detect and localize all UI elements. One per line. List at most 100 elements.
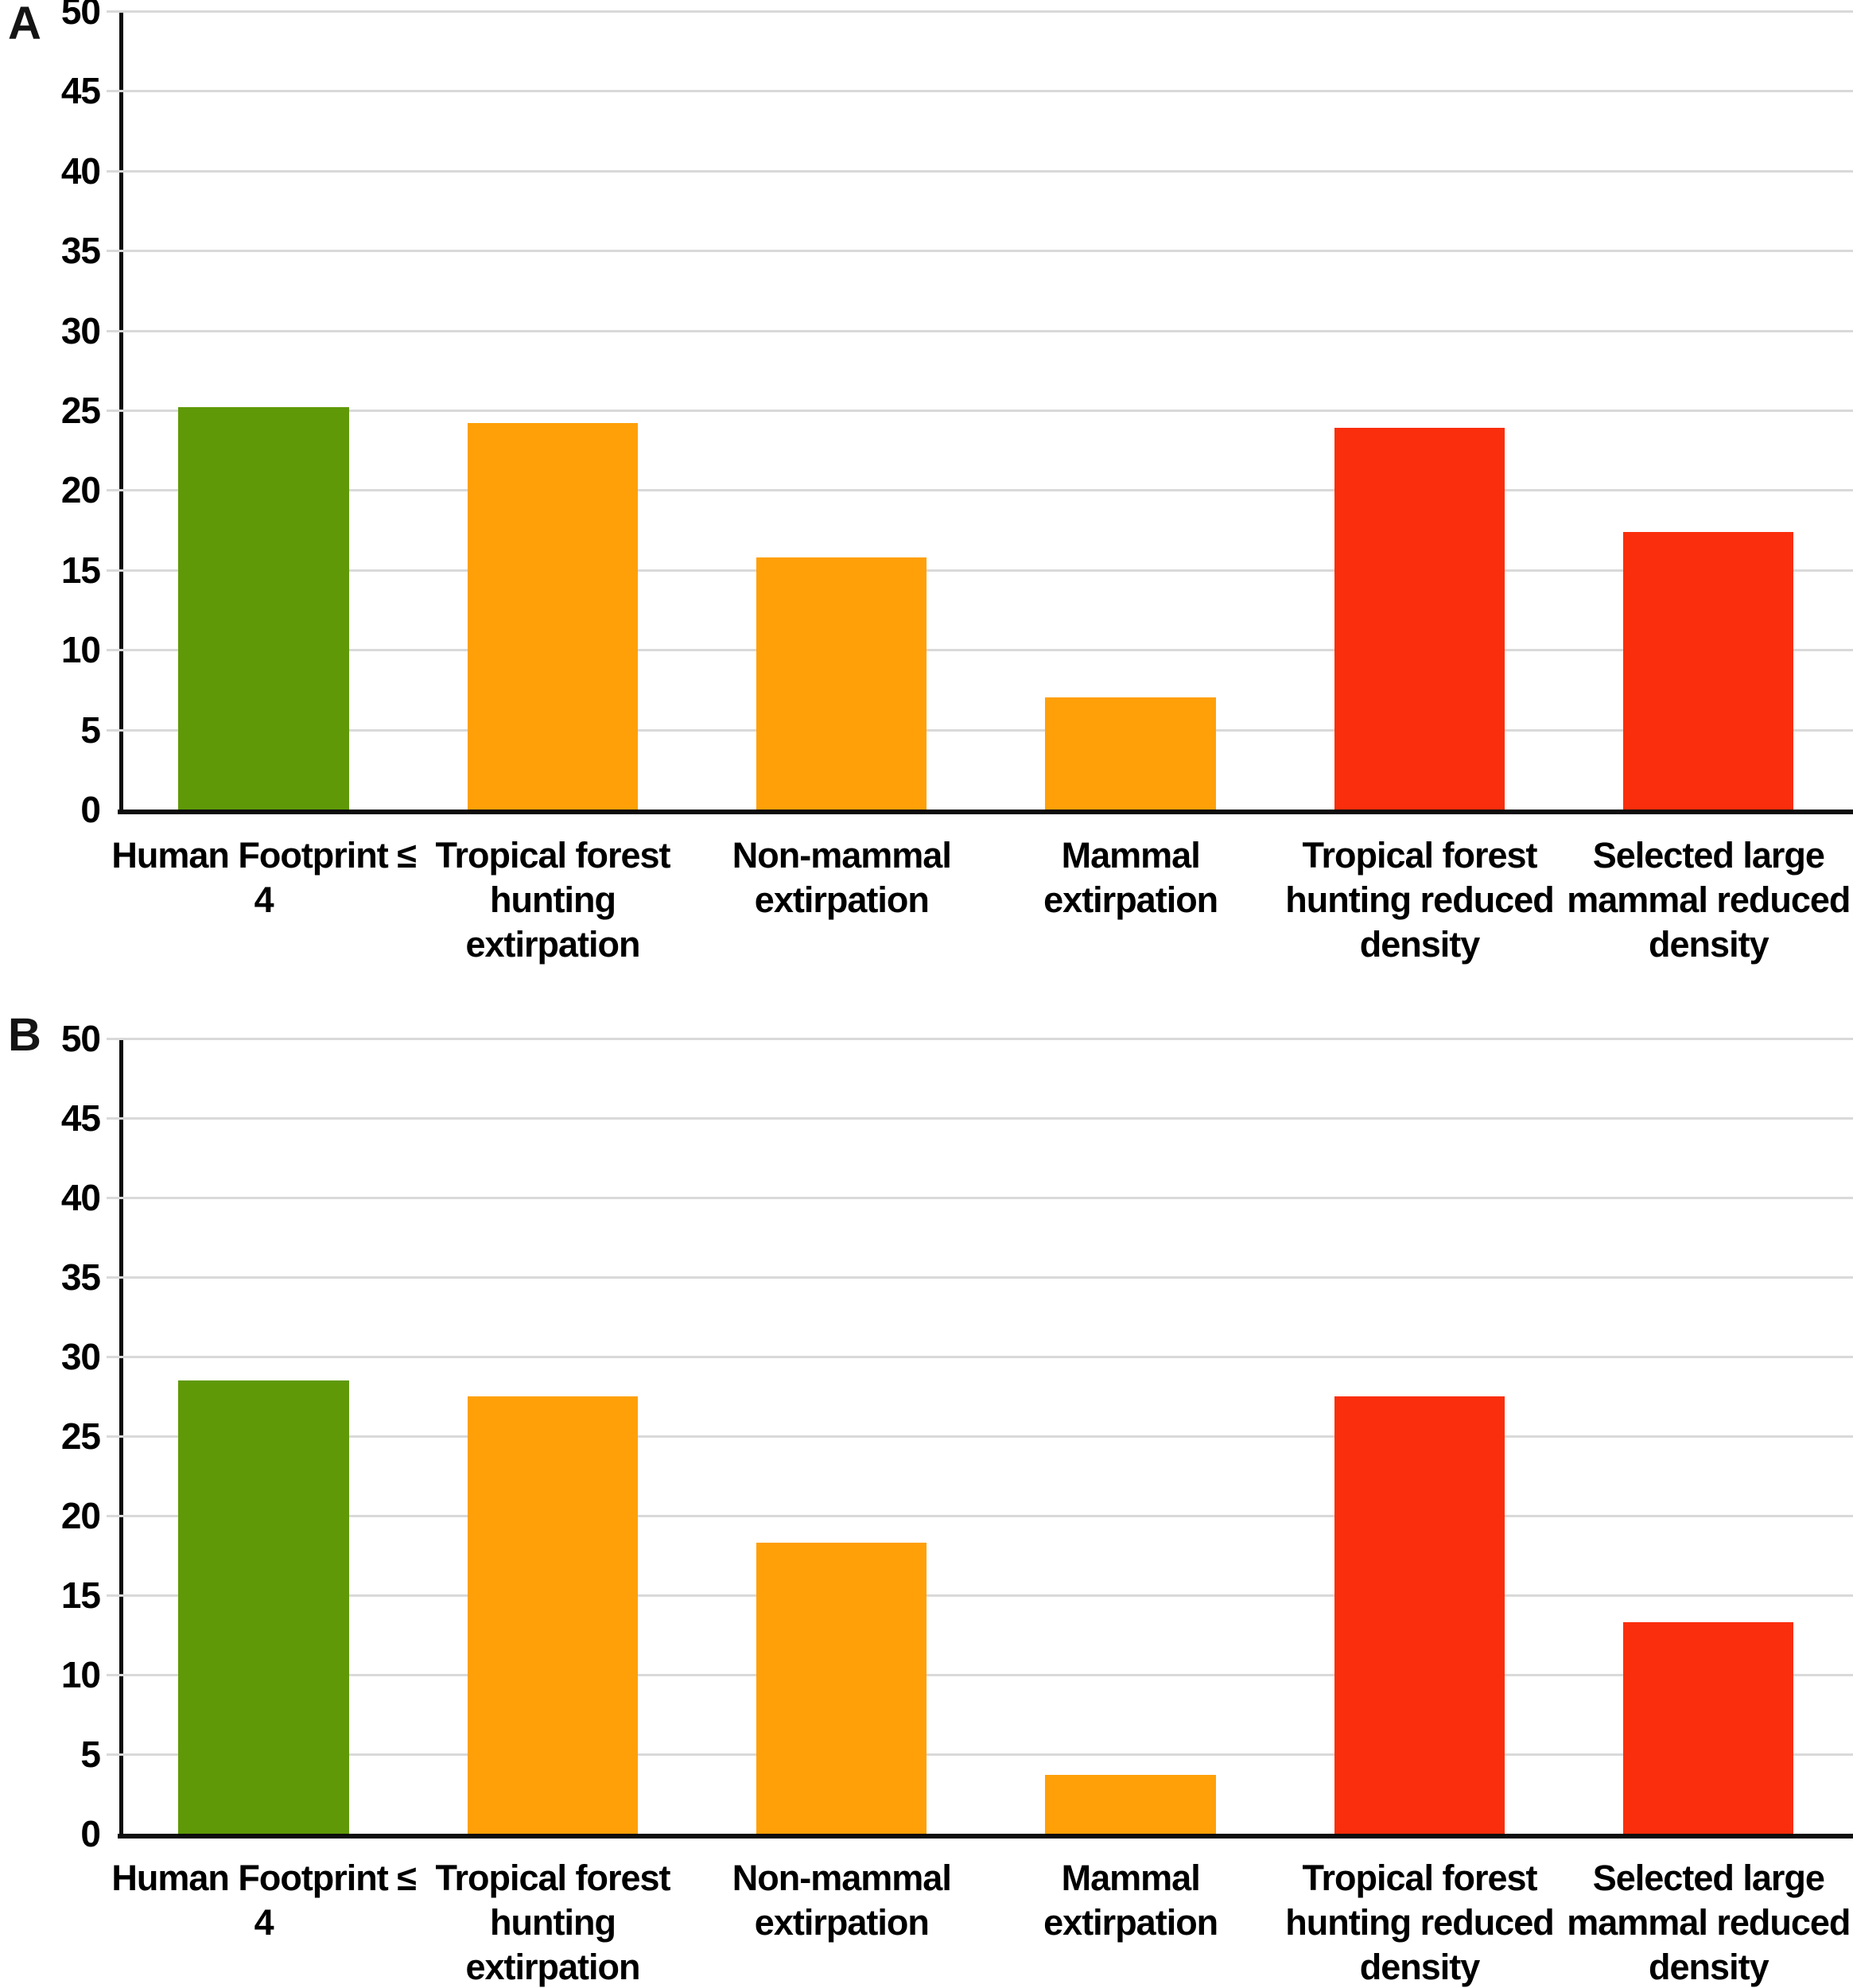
category-label-line: Non-mammal [732,835,952,876]
gridline-y-45 [119,1117,1853,1120]
panel-a-x-axis-line [118,810,1853,814]
gridline-y-30 [119,329,1853,332]
gridline-y-30 [119,1356,1853,1358]
bar-slot-mammal-extirpation [986,1039,1275,1834]
y-tick-label-10: 10 [60,629,101,671]
bar-human-footprint-le-4 [178,406,349,810]
category-label-line: Selected large [1592,835,1825,876]
category-label-human-footprint-le-4: Human Footprint ≤4 [111,1856,417,1945]
y-tick-label-45: 45 [60,1097,101,1139]
y-tick-label-35: 35 [60,230,101,272]
category-label-tropical-forest-hunting-extirpation: Tropical forest hunting extirpation [408,833,697,967]
panel-b-plot-area [107,1038,1853,1839]
y-tick-mark-40 [107,1197,119,1199]
bar-slot-non-mammal-extirpation [697,1039,986,1834]
y-tick-mark-20 [107,489,119,492]
y-tick-mark-10 [107,649,119,652]
bar-mammal-extirpation [1045,1775,1216,1834]
bar-slot-tropical-forest-hunting-extirpation [408,11,697,810]
y-tick-mark-5 [107,1753,119,1756]
category-label-line: hunting [490,879,616,920]
category-label-line: Selected large [1592,1858,1825,1898]
panel-a-y-axis-line [119,11,123,814]
y-tick-mark-45 [107,1117,119,1120]
category-label-line: 4 [254,1902,274,1943]
bar-slot-selected-large-mammal-reduced-density [1564,11,1853,810]
y-tick-mark-45 [107,90,119,93]
category-label-line: Non-mammal [732,1858,952,1898]
bar-slot-human-footprint-le-4 [119,11,408,810]
bar-slot-tropical-forest-hunting-extirpation [408,1039,697,1834]
category-label-line: extirpation [465,924,640,965]
category-label-tropical-forest-hunting-extirpation: Tropical forest hunting extirpation [408,1856,697,1988]
y-tick-label-15: 15 [60,549,101,591]
y-tick-mark-50 [107,10,119,13]
category-label-line: density [1649,924,1769,965]
panel-b-letter: B [8,1009,41,1061]
gridline-y-50 [119,1038,1853,1040]
category-label-line: Tropical forest [1302,1858,1537,1898]
gridline-y-25 [119,410,1853,412]
y-tick-label-15: 15 [60,1574,101,1616]
gridline-y-5 [119,728,1853,732]
bar-slot-human-footprint-le-4 [119,1039,408,1834]
y-tick-label-30: 30 [60,309,101,351]
category-label-line: mammal reduced [1567,1902,1851,1943]
category-label-line: Tropical forest [1302,835,1537,876]
y-tick-mark-40 [107,169,119,173]
category-label-line: hunting [490,1902,616,1943]
category-label-line: 4 [254,879,274,920]
y-tick-label-10: 10 [60,1654,101,1695]
category-label-line: extirpation [1043,879,1218,920]
bar-non-mammal-extirpation [756,557,927,810]
panel-b: B 50 45 40 35 30 25 20 15 10 5 0 Human Footprint ≤… [0,1011,1853,1988]
category-label-mammal-extirpation: Mammal extirpation [986,833,1275,922]
category-label-line: density [1649,1947,1769,1987]
gridline-y-20 [119,489,1853,492]
y-tick-mark-5 [107,728,119,732]
category-label-line: Human Footprint ≤ [111,835,417,876]
category-label-tropical-forest-hunting-reduced-density: Tropical forest hunting reduced density [1275,1856,1564,1988]
category-label-line: Mammal [1061,835,1201,876]
category-label-selected-large-mammal-reduced-density: Selected large mammal reduced density [1564,1856,1853,1988]
category-label-line: Tropical forest [435,1858,670,1898]
category-label-mammal-extirpation: Mammal extirpation [986,1856,1275,1945]
y-tick-mark-25 [107,1435,119,1438]
panel-a-category-labels: Human Footprint ≤4 Tropical forest hunting… [111,833,1853,992]
category-label-line: mammal reduced [1567,879,1851,920]
category-label-line: hunting reduced [1285,1902,1554,1943]
panel-a-letter: A [8,0,41,49]
gridline-y-15 [119,569,1853,572]
y-tick-mark-35 [107,250,119,253]
y-tick-label-45: 45 [60,70,101,112]
bar-selected-large-mammal-reduced-density [1623,1622,1794,1834]
category-label-non-mammal-extirpation: Non-mammal extirpation [697,833,986,922]
category-label-line: extirpation [754,879,930,920]
y-tick-label-25: 25 [60,1415,101,1457]
bar-tropical-forest-hunting-reduced-density [1334,428,1505,810]
y-tick-label-0: 0 [80,789,101,830]
category-label-line: Tropical forest [435,835,670,876]
y-tick-label-50: 50 [60,0,101,32]
y-tick-label-20: 20 [60,469,101,511]
y-tick-label-30: 30 [60,1336,101,1377]
category-label-line: density [1359,924,1481,965]
gridline-y-10 [119,1674,1853,1676]
category-label-line: hunting reduced [1285,879,1554,920]
category-label-line: extirpation [1043,1902,1218,1943]
y-tick-mark-30 [107,1356,119,1358]
y-tick-label-40: 40 [60,149,101,192]
y-tick-mark-35 [107,1276,119,1279]
y-tick-mark-10 [107,1674,119,1676]
category-label-human-footprint-le-4: Human Footprint ≤4 [111,833,417,922]
bar-slot-tropical-forest-hunting-reduced-density [1275,1039,1564,1834]
y-tick-label-50: 50 [60,1018,101,1059]
gridline-y-10 [119,649,1853,652]
gridline-y-40 [119,169,1853,173]
bar-non-mammal-extirpation [756,1543,927,1834]
y-tick-label-40: 40 [60,1177,101,1218]
y-tick-label-0: 0 [80,1813,101,1854]
category-label-selected-large-mammal-reduced-density: Selected large mammal reduced density [1564,833,1853,967]
bar-slot-mammal-extirpation [986,11,1275,810]
